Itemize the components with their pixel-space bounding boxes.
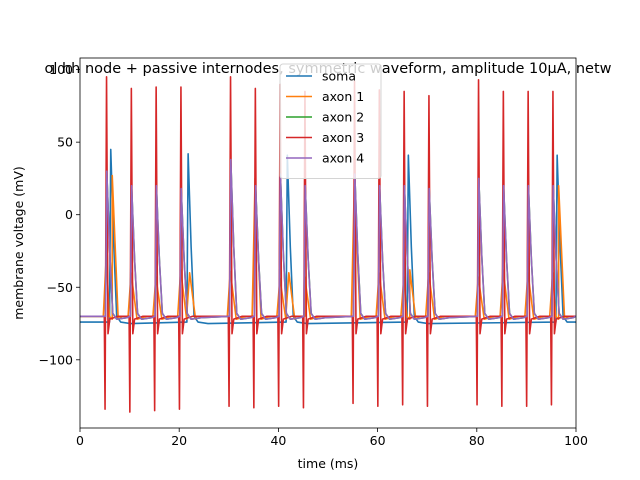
x-tick-label: 40 — [270, 433, 286, 448]
legend-label: axon 3 — [322, 130, 364, 145]
x-tick-label: 20 — [171, 433, 187, 448]
series-line-axon-4 — [80, 158, 576, 320]
series-layer — [80, 76, 576, 413]
legend-label: axon 4 — [322, 151, 364, 166]
plot-frame — [79, 57, 577, 429]
x-tick-label: 80 — [469, 433, 485, 448]
y-tick-label: 0 — [65, 207, 73, 222]
series-line-soma — [80, 148, 576, 325]
y-tick-label: −100 — [39, 352, 73, 367]
series-line-axon-1 — [80, 174, 576, 320]
x-axis-label: time (ms) — [298, 456, 359, 471]
legend-frame — [279, 63, 382, 179]
legend: soma axon 1 axon 2 axon 3 axon 4 — [279, 63, 382, 179]
y-axis-label: membrane voltage (mV) — [11, 166, 26, 320]
x-tick-label: 60 — [370, 433, 386, 448]
x-axis-ticks: 0 20 40 60 80 100 — [76, 428, 588, 448]
y-tick-label: 50 — [57, 135, 73, 150]
legend-label: axon 2 — [322, 110, 364, 125]
plot-area — [80, 76, 576, 413]
legend-label: soma — [322, 69, 356, 84]
y-axis-ticks: −100 −50 0 50 100 — [39, 62, 80, 367]
series-line-axon-3 — [80, 76, 576, 413]
x-tick-label: 0 — [76, 433, 84, 448]
y-tick-label: 100 — [49, 62, 73, 77]
legend-label: axon 1 — [322, 89, 364, 104]
y-tick-label: −50 — [47, 280, 73, 295]
x-tick-label: 100 — [564, 433, 588, 448]
